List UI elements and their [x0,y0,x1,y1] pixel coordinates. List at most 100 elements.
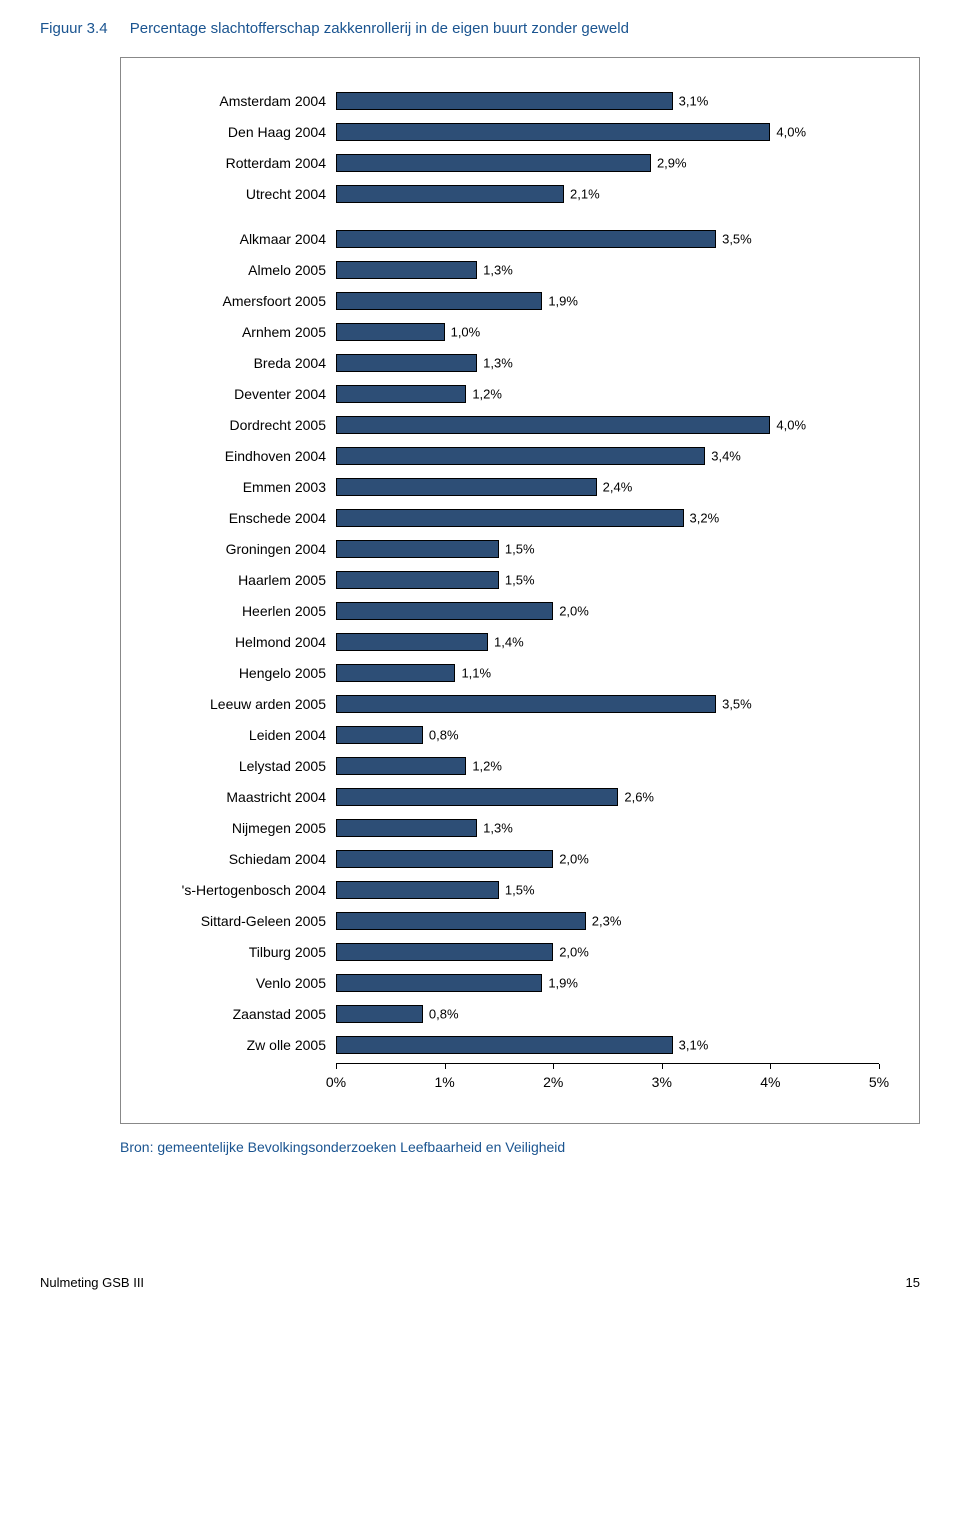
bar-label: Hengelo 2005 [161,665,336,681]
bar-row: Alkmaar 20043,5% [161,226,879,251]
bar-value: 1,2% [472,758,502,773]
x-tick-label: 4% [760,1074,780,1090]
bar-value: 0,8% [429,1006,459,1021]
bar-track: 1,4% [336,633,879,651]
bar-label: Almelo 2005 [161,262,336,278]
bar-track: 1,0% [336,323,879,341]
bar-fill [336,1036,673,1054]
bar-value: 3,5% [722,696,752,711]
bar-value: 2,4% [603,479,633,494]
bar-label: Deventer 2004 [161,386,336,402]
bar-track: 0,8% [336,1005,879,1023]
bar-row: Hengelo 2005 1,1% [161,660,879,685]
bar-value: 2,1% [570,186,600,201]
bar-track: 0,8% [336,726,879,744]
chart-container: Amsterdam 20043,1% Den Haag 20044,0% Rotte… [120,57,920,1124]
bar-label: Maastricht 2004 [161,789,336,805]
bar-label: Amersfoort 2005 [161,293,336,309]
bar-fill [336,1005,423,1023]
bar-fill [336,323,445,341]
bar-value: 2,6% [624,789,654,804]
bar-label: Leeuw arden 2005 [161,696,336,712]
bar-row: Heerlen 20052,0% [161,598,879,623]
x-tick-label: 3% [652,1074,672,1090]
bar-value: 1,3% [483,262,513,277]
x-tick-label: 2% [543,1074,563,1090]
bar-fill [336,881,499,899]
bar-row: Almelo 2005 1,3% [161,257,879,282]
bar-label: Haarlem 2005 [161,572,336,588]
bar-fill [336,602,553,620]
bar-value: 3,1% [679,1037,709,1052]
bar-track: 1,5% [336,540,879,558]
bar-label: Den Haag 2004 [161,124,336,140]
bar-value: 0,8% [429,727,459,742]
bar-fill [336,726,423,744]
bar-row: Utrecht 2004 2,1% [161,181,879,206]
bar-label: Breda 2004 [161,355,336,371]
bar-row: Amsterdam 20043,1% [161,88,879,113]
bar-row: Schiedam 20042,0% [161,846,879,871]
bar-value: 3,2% [690,510,720,525]
bar-row: Helmond 20041,4% [161,629,879,654]
bar-track: 3,2% [336,509,879,527]
bar-label: Nijmegen 2005 [161,820,336,836]
bar-label: Utrecht 2004 [161,186,336,202]
x-tick [879,1064,880,1069]
bar-track: 3,5% [336,230,879,248]
bar-row: 's-Hertogenbosch 20041,5% [161,877,879,902]
footer-right: 15 [906,1275,920,1290]
bar-fill [336,850,553,868]
bar-fill [336,154,651,172]
bar-row: Tilburg 20052,0% [161,939,879,964]
bar-label: Leiden 2004 [161,727,336,743]
footer-left: Nulmeting GSB III [40,1275,144,1290]
x-tick [445,1064,446,1069]
bar-track: 1,2% [336,385,879,403]
bar-row: Venlo 20051,9% [161,970,879,995]
bar-fill [336,509,684,527]
bar-track: 3,4% [336,447,879,465]
bar-fill [336,230,716,248]
bar-value: 3,1% [679,93,709,108]
bar-row: Leiden 2004 0,8% [161,722,879,747]
chart-group: Alkmaar 20043,5%Almelo 20051,3%Amersfoor… [161,226,879,1057]
bar-fill [336,540,499,558]
bar-value: 1,9% [548,293,578,308]
bar-fill [336,912,586,930]
bar-value: 1,2% [472,386,502,401]
bar-label: Helmond 2004 [161,634,336,650]
bar-track: 1,9% [336,974,879,992]
bar-fill [336,385,466,403]
x-axis: 0%1%2%3%4%5% [336,1063,879,1093]
bar-track: 1,5% [336,571,879,589]
bar-fill [336,974,542,992]
source-note: Bron: gemeentelijke Bevolkingsonderzoeke… [120,1139,920,1155]
bar-label: Tilburg 2005 [161,944,336,960]
bar-value: 2,9% [657,155,687,170]
bar-row: Zaanstad 20050,8% [161,1001,879,1026]
bar-fill [336,478,597,496]
bar-label: Rotterdam 2004 [161,155,336,171]
bar-track: 1,9% [336,292,879,310]
bar-label: Emmen 2003 [161,479,336,495]
bar-track: 2,0% [336,602,879,620]
bar-label: Sittard-Geleen 2005 [161,913,336,929]
bar-label: Heerlen 2005 [161,603,336,619]
bar-track: 3,1% [336,1036,879,1054]
bar-row: Breda 20041,3% [161,350,879,375]
bar-row: Emmen 2003 2,4% [161,474,879,499]
bar-row: Nijmegen 20051,3% [161,815,879,840]
bar-label: Alkmaar 2004 [161,231,336,247]
x-tick-label: 1% [434,1074,454,1090]
bar-track: 2,4% [336,478,879,496]
bar-label: Venlo 2005 [161,975,336,991]
bar-label: Schiedam 2004 [161,851,336,867]
bar-label: Zw olle 2005 [161,1037,336,1053]
bar-fill [336,757,466,775]
bar-fill [336,92,673,110]
bar-value: 1,1% [461,665,491,680]
bar-value: 1,5% [505,541,535,556]
bar-label: Arnhem 2005 [161,324,336,340]
bar-row: Den Haag 20044,0% [161,119,879,144]
